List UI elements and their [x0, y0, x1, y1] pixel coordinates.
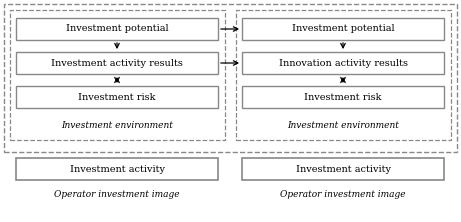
Text: Investment activity: Investment activity — [70, 165, 165, 174]
Bar — [242, 158, 444, 180]
Text: Operator investment image: Operator investment image — [54, 190, 180, 198]
Bar — [16, 52, 218, 74]
Bar — [4, 4, 457, 152]
Text: Investment environment: Investment environment — [61, 121, 173, 131]
Text: Investment activity: Investment activity — [296, 165, 390, 174]
Bar — [16, 18, 218, 40]
Text: Investment risk: Investment risk — [78, 93, 156, 101]
Bar — [236, 10, 451, 140]
Text: Investment potential: Investment potential — [65, 24, 168, 34]
Text: Investment activity results: Investment activity results — [51, 59, 183, 67]
Text: Innovation activity results: Innovation activity results — [278, 59, 408, 67]
Bar — [16, 158, 218, 180]
Text: Operator investment image: Operator investment image — [280, 190, 406, 198]
Text: Investment potential: Investment potential — [292, 24, 394, 34]
Bar — [242, 52, 444, 74]
Bar — [16, 86, 218, 108]
Bar — [10, 10, 225, 140]
Text: Investment risk: Investment risk — [304, 93, 382, 101]
Bar — [242, 18, 444, 40]
Bar — [242, 86, 444, 108]
Text: Investment environment: Investment environment — [287, 121, 399, 131]
